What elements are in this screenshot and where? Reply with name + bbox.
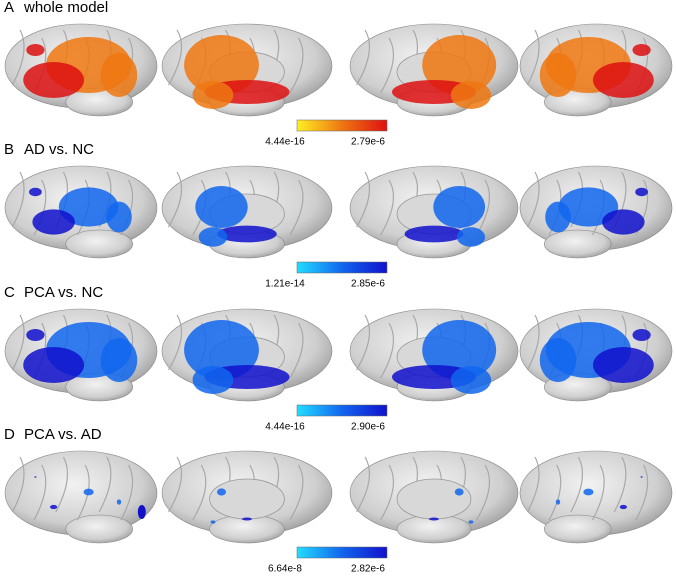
panel-letter: C xyxy=(4,284,15,301)
brain-lateral xyxy=(519,165,673,259)
panel-letter: A xyxy=(4,0,14,16)
colorbar xyxy=(296,404,388,417)
colorbar xyxy=(296,261,388,274)
colorbar-min-label: 4.44e-16 xyxy=(265,137,305,148)
panel: D PCA vs. AD 6.64e-8 2.82e-6 xyxy=(4,426,673,575)
brain-lateral xyxy=(519,450,673,544)
colorbar xyxy=(296,546,388,559)
colorbar-min-label: 1.21e-14 xyxy=(265,279,305,290)
colorbar-min-label: 6.64e-8 xyxy=(268,564,302,575)
brain-medial xyxy=(161,308,333,402)
brain-lateral xyxy=(519,23,673,117)
panel-title: PCA vs. NC xyxy=(24,284,103,301)
brain-lateral xyxy=(4,450,158,544)
brain-lateral xyxy=(519,308,673,402)
panel-letter: B xyxy=(4,141,14,158)
panel: B AD vs. NC 1.21e-14 2.85e-6 xyxy=(4,141,673,290)
brain-lateral xyxy=(4,23,158,117)
colorbar xyxy=(296,119,388,132)
panel: C PCA vs. NC 4.44e-16 2.90e-6 xyxy=(4,284,673,433)
brain-medial xyxy=(161,165,333,259)
colorbar-max-label: 2.90e-6 xyxy=(351,422,385,433)
brain-lateral xyxy=(4,308,158,402)
panel-letter: D xyxy=(4,426,15,443)
panel-title: AD vs. NC xyxy=(24,141,94,158)
brain-medial xyxy=(349,308,519,402)
colorbar-max-label: 2.82e-6 xyxy=(351,564,385,575)
panel-title: whole model xyxy=(23,0,108,16)
colorbar-min-label: 4.44e-16 xyxy=(265,422,305,433)
colorbar-max-label: 2.79e-6 xyxy=(351,137,385,148)
brain-medial xyxy=(161,23,333,117)
brain-lateral xyxy=(4,165,158,259)
brain-medial xyxy=(161,450,333,544)
brain-medial xyxy=(349,450,519,544)
brain-medial xyxy=(349,165,519,259)
brain-medial xyxy=(349,23,519,117)
colorbar-max-label: 2.85e-6 xyxy=(351,279,385,290)
panel-title: PCA vs. AD xyxy=(24,426,102,443)
